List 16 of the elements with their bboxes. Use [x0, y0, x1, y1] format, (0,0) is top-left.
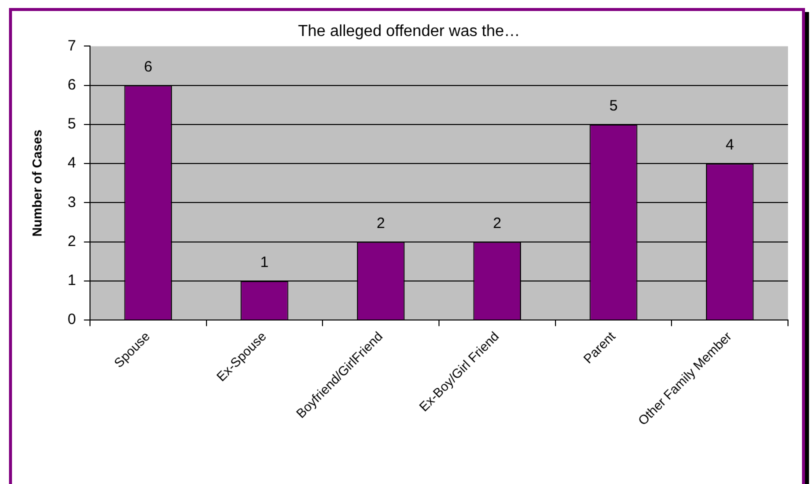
y-tick-label: 0	[68, 311, 76, 328]
data-label: 5	[609, 97, 618, 114]
data-label: 1	[260, 254, 269, 271]
y-tick-label: 1	[68, 272, 76, 290]
y-tick-label: 2	[68, 232, 76, 250]
data-label: 2	[492, 214, 502, 232]
data-label: 2	[376, 214, 385, 232]
y-tick-label: 6	[68, 76, 76, 94]
chart-title: The alleged offender was the…	[298, 23, 520, 40]
y-tick-label: 4	[68, 154, 76, 172]
y-tick-label: 3	[68, 194, 76, 211]
data-label: 6	[144, 58, 152, 76]
y-tick-label: 7	[68, 37, 76, 54]
data-label: 4	[726, 136, 734, 154]
y-tick-label: 5	[68, 116, 76, 133]
y-axis-title: Number of Cases	[29, 130, 44, 237]
